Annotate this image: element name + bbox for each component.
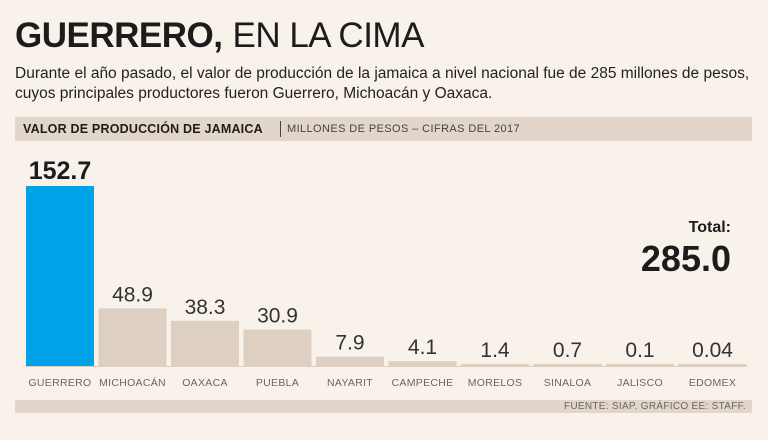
category-label-oaxaca: OAXACA bbox=[182, 377, 228, 389]
category-label-nayarit: NAYARIT bbox=[327, 377, 373, 389]
total-label: Total: bbox=[688, 219, 731, 236]
bar-guerrero bbox=[26, 186, 94, 366]
footer: FUENTE: SIAP. GRÁFICO EE: STAFF. bbox=[15, 400, 752, 413]
subtitle: Durante el año pasado, el valor de produ… bbox=[15, 65, 750, 102]
bar-oaxaca bbox=[171, 320, 239, 366]
data-label-edomex: 0.04 bbox=[692, 339, 733, 362]
section-divider bbox=[280, 121, 281, 137]
data-label-guerrero: 152.7 bbox=[29, 157, 92, 185]
headline: GUERRERO, EN LA CIMA bbox=[15, 14, 424, 58]
bar-jalisco bbox=[606, 364, 674, 366]
data-label-michoacan: 48.9 bbox=[112, 283, 153, 306]
bar-sinaloa bbox=[533, 364, 602, 366]
bar-michoacan bbox=[98, 308, 167, 366]
category-label-edomex: EDOMEX bbox=[689, 377, 736, 389]
bar-nayarit bbox=[316, 356, 384, 366]
total-value: 285.0 bbox=[640, 238, 731, 279]
category-label-campeche: CAMPECHE bbox=[392, 377, 454, 389]
category-label-michoacan: MICHOACÁN bbox=[99, 376, 166, 389]
section-header: VALOR DE PRODUCCIÓN DE JAMAICA MILLONES … bbox=[15, 117, 752, 141]
category-label-guerrero: GUERRERO bbox=[28, 377, 91, 389]
data-label-morelos: 1.4 bbox=[480, 339, 510, 362]
section-subtitle: MILLONES DE PESOS – CIFRAS DEL 2017 bbox=[287, 123, 521, 135]
category-label-sinaloa: SINALOA bbox=[544, 377, 592, 389]
data-label-sinaloa: 0.7 bbox=[553, 339, 582, 362]
section-title: VALOR DE PRODUCCIÓN DE JAMAICA bbox=[23, 122, 263, 136]
data-label-campeche: 4.1 bbox=[408, 336, 437, 359]
data-label-puebla: 30.9 bbox=[257, 305, 298, 328]
data-label-oaxaca: 38.3 bbox=[185, 296, 226, 319]
data-label-jalisco: 0.1 bbox=[625, 339, 654, 362]
headline-bold: GUERRERO, bbox=[15, 16, 223, 55]
bar-morelos bbox=[461, 364, 529, 366]
bar-campeche bbox=[388, 361, 457, 366]
bar-puebla bbox=[243, 329, 312, 366]
category-label-jalisco: JALISCO bbox=[617, 377, 663, 389]
bar-edomex bbox=[678, 364, 747, 366]
data-label-nayarit: 7.9 bbox=[335, 332, 364, 355]
category-label-morelos: MORELOS bbox=[468, 377, 523, 389]
category-label-puebla: PUEBLA bbox=[256, 377, 299, 389]
headline-light: EN LA CIMA bbox=[232, 16, 424, 55]
source-note: FUENTE: SIAP. GRÁFICO EE: STAFF. bbox=[563, 401, 746, 412]
